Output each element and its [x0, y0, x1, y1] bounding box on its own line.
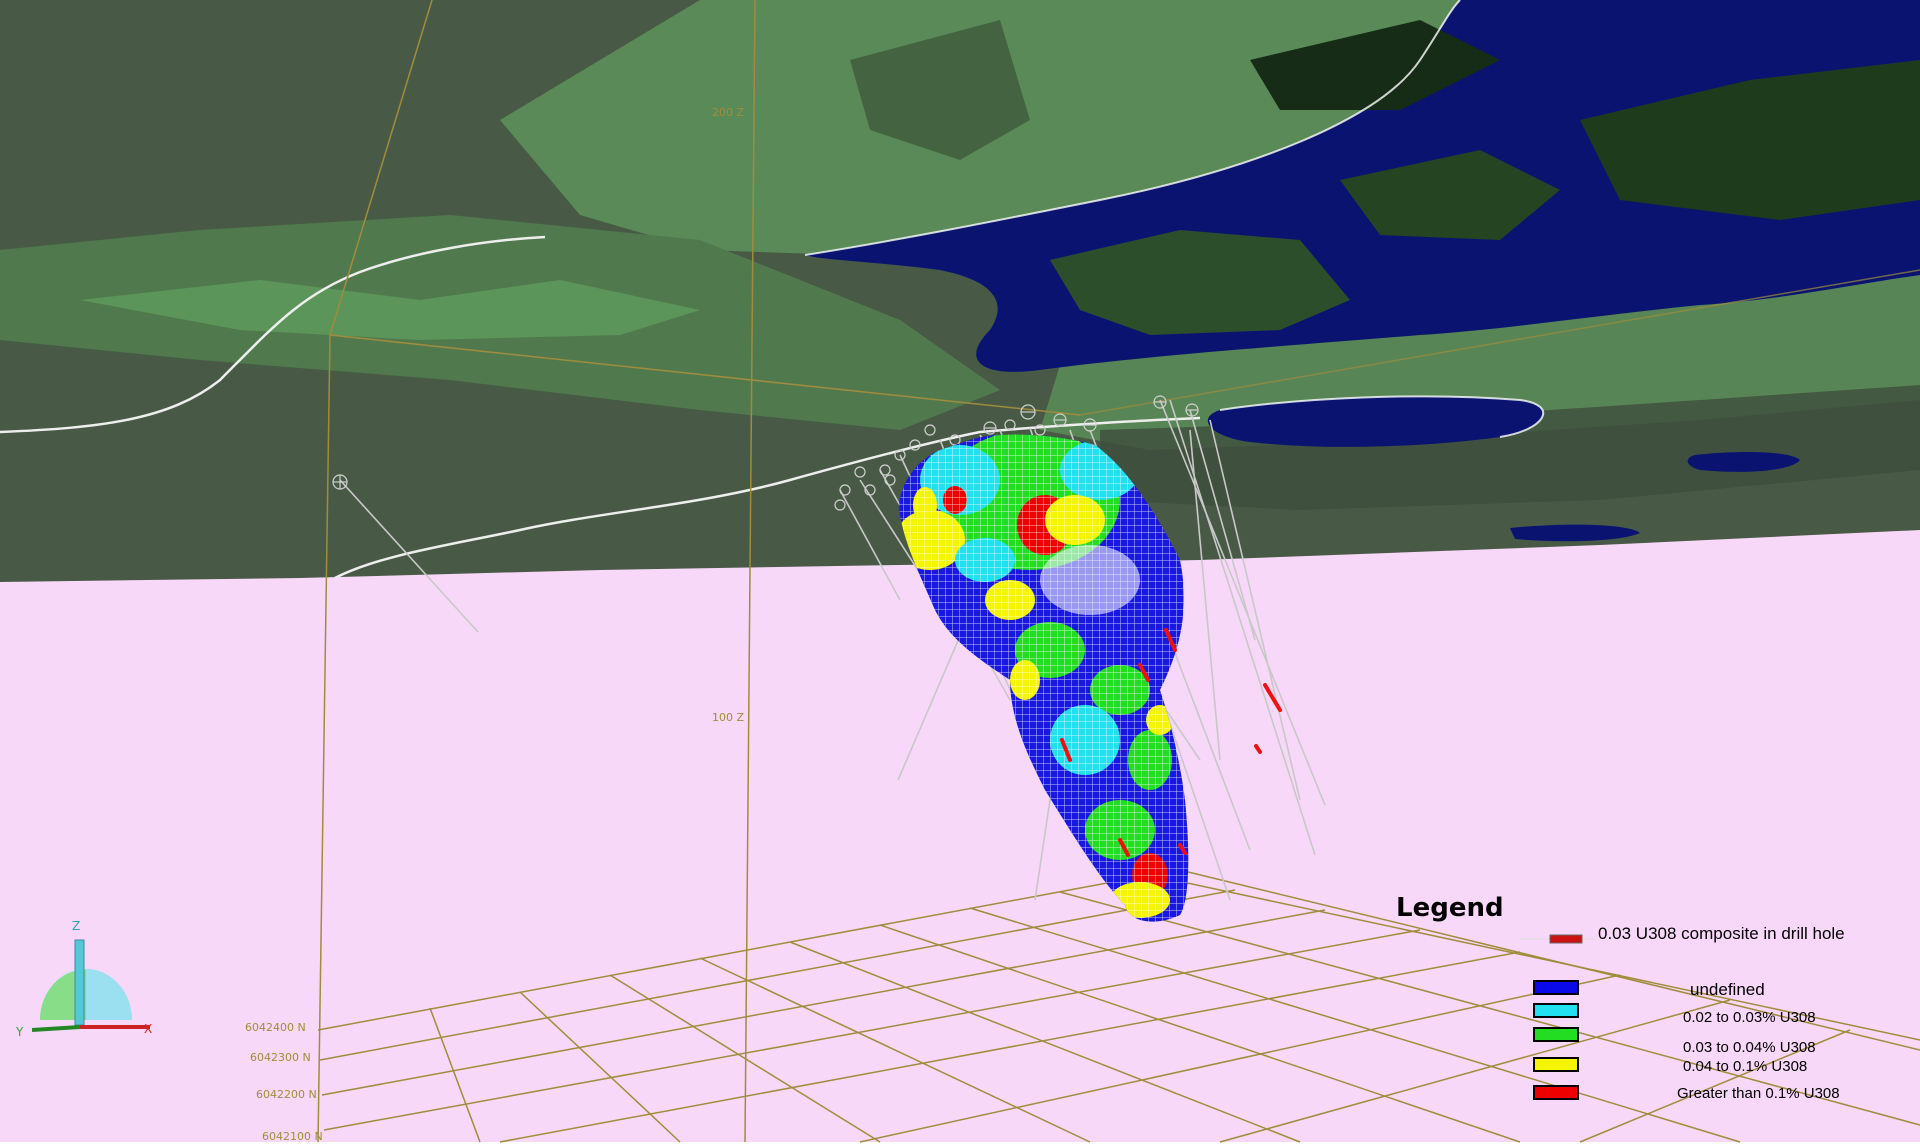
northing-label-6042300: 6042300 N	[250, 1051, 311, 1064]
legend-label-004-01: 0.04 to 0.1% U308	[1683, 1058, 1808, 1075]
axis-triad[interactable]: Z Y X	[15, 919, 152, 1039]
axis-y-label: Y	[15, 1025, 24, 1039]
axis-z-label: Z	[72, 919, 80, 933]
bottom-margin	[0, 1142, 1920, 1145]
legend-title: Legend	[1396, 893, 1504, 923]
northing-label-6042400: 6042400 N	[245, 1021, 306, 1034]
roads	[0, 235, 1201, 580]
legend-label-003-004: 0.03 to 0.04% U308	[1683, 1039, 1816, 1056]
base-grid	[317, 869, 1920, 1143]
legend-label-undefined: undefined	[1690, 980, 1765, 999]
legend-swatch-004-01	[1533, 1057, 1579, 1072]
northing-label-6042100: 6042100 N	[262, 1130, 323, 1143]
legend-swatch-003-004	[1533, 1027, 1579, 1042]
elevation-label-100z: 100 Z	[712, 711, 744, 724]
grid-lines	[317, 0, 1920, 1143]
elevation-label-200z: 200 Z	[712, 106, 744, 119]
drill-collars[interactable]	[332, 395, 1199, 511]
northing-label-6042200: 6042200 N	[256, 1088, 317, 1101]
legend-label-002-003: 0.02 to 0.03% U308	[1683, 1009, 1816, 1026]
legend-swatch-gt-01	[1533, 1085, 1579, 1100]
axis-x-label: X	[144, 1022, 152, 1036]
legend-line-label: 0.03 U308 composite in drill hole	[1598, 924, 1845, 943]
legend: Legend 0.03 U308 composite in drill hole…	[1380, 885, 1920, 1125]
drill-hole-composite-symbol	[1520, 934, 1595, 944]
lake	[804, 0, 1920, 542]
legend-swatch-002-003	[1533, 1003, 1579, 1018]
legend-swatch-undefined	[1533, 980, 1579, 995]
legend-label-gt-01: Greater than 0.1% U308	[1677, 1085, 1840, 1102]
